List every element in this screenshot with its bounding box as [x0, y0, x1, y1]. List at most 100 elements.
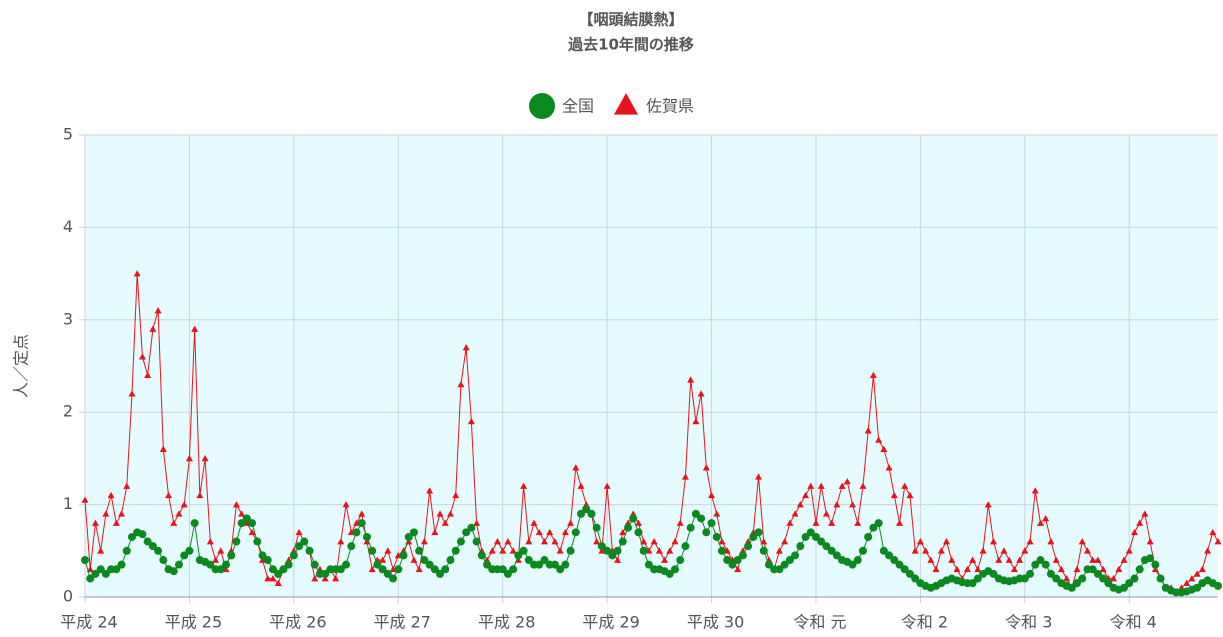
triangle-marker	[969, 556, 977, 563]
circle-marker	[232, 537, 241, 546]
triangle-marker	[922, 547, 930, 554]
triangle-marker	[332, 575, 340, 582]
chart-title: 【咽頭結膜熱】	[578, 11, 683, 29]
circle-marker	[613, 546, 622, 555]
triangle-marker	[1005, 556, 1013, 563]
triangle-marker	[692, 417, 700, 425]
circle-marker	[472, 537, 481, 546]
triangle-marker	[885, 464, 893, 471]
circle-marker	[206, 560, 215, 569]
triangle-marker	[170, 519, 178, 526]
triangle-marker	[963, 565, 971, 573]
triangle-marker	[102, 510, 110, 517]
triangle-marker	[1000, 547, 1008, 554]
triangle-marker	[655, 547, 663, 554]
triangle-marker	[713, 510, 721, 517]
triangle-marker	[441, 519, 449, 526]
circle-marker	[399, 551, 408, 560]
triangle-marker	[854, 519, 862, 526]
triangle-marker	[1146, 538, 1154, 545]
y-axis-label: 人／定点	[12, 334, 31, 398]
triangle-marker	[295, 528, 303, 536]
circle-marker	[796, 542, 805, 551]
triangle-marker	[201, 454, 209, 462]
triangle-marker	[796, 501, 804, 508]
legend-triangle	[614, 93, 639, 115]
y-tick-label: 3	[63, 309, 73, 328]
circle-marker	[822, 542, 831, 551]
triangle-marker	[1136, 519, 1144, 526]
triangle-marker	[133, 270, 141, 277]
x-tick-label: 令和 4	[1110, 613, 1157, 632]
triangle-marker	[232, 501, 240, 508]
triangle-marker	[212, 556, 220, 563]
triangle-marker	[368, 565, 376, 573]
chart-subtitle: 過去10年間の推移	[567, 36, 694, 54]
circle-marker	[289, 551, 298, 560]
circle-marker	[154, 546, 163, 555]
triangle-marker	[551, 538, 559, 545]
triangle-marker	[180, 501, 188, 508]
circle-marker	[524, 556, 533, 565]
triangle-marker	[567, 519, 575, 526]
circle-marker	[738, 551, 747, 560]
circle-marker	[498, 565, 507, 574]
circle-marker	[900, 565, 909, 574]
triangle-marker	[650, 538, 658, 545]
circle-marker	[644, 560, 653, 569]
y-tick-label: 0	[63, 587, 73, 606]
circle-marker	[347, 542, 356, 551]
circle-marker	[436, 569, 445, 578]
circle-marker	[723, 556, 732, 565]
triangle-marker	[530, 519, 538, 526]
circle-marker	[336, 565, 345, 574]
circle-marker	[603, 546, 612, 555]
circle-marker	[180, 551, 189, 560]
triangle-marker	[671, 538, 679, 545]
circle-marker	[1041, 560, 1050, 569]
circle-marker	[305, 546, 314, 555]
triangle-marker	[107, 491, 115, 499]
circle-marker	[467, 523, 476, 532]
circle-marker	[357, 519, 366, 528]
circle-marker	[832, 551, 841, 560]
circle-marker	[169, 567, 178, 576]
triangle-marker	[165, 491, 173, 499]
circle-marker	[639, 546, 648, 555]
circle-marker	[890, 556, 899, 565]
triangle-marker	[1183, 579, 1191, 586]
triangle-marker	[791, 510, 799, 517]
circle-marker	[754, 528, 763, 537]
triangle-marker	[91, 519, 99, 526]
circle-marker	[477, 551, 486, 560]
circle-marker	[1078, 574, 1087, 583]
x-tick-label: 平成 30	[687, 613, 744, 632]
triangle-marker	[1031, 487, 1039, 494]
triangle-marker	[864, 427, 872, 434]
triangle-marker	[802, 491, 810, 499]
triangle-marker	[436, 510, 444, 517]
circle-marker	[362, 532, 371, 541]
triangle-marker	[467, 417, 475, 425]
circle-marker	[744, 542, 753, 551]
circle-marker	[806, 528, 815, 537]
triangle-marker	[1083, 547, 1091, 554]
circle-marker	[848, 560, 857, 569]
circle-marker	[96, 565, 105, 574]
y-tick-label: 4	[63, 217, 73, 236]
triangle-marker	[248, 528, 256, 536]
circle-marker	[550, 560, 559, 569]
circle-marker	[1214, 581, 1222, 590]
circle-marker	[853, 556, 862, 565]
circle-marker	[968, 579, 977, 588]
triangle-marker	[942, 538, 950, 545]
circle-marker	[509, 565, 518, 574]
circle-marker	[185, 546, 194, 555]
circle-marker	[394, 565, 403, 574]
circle-marker	[1093, 569, 1102, 578]
circle-marker	[122, 546, 131, 555]
triangle-marker	[979, 547, 987, 554]
triangle-marker	[734, 565, 742, 573]
circle-marker	[138, 530, 147, 539]
